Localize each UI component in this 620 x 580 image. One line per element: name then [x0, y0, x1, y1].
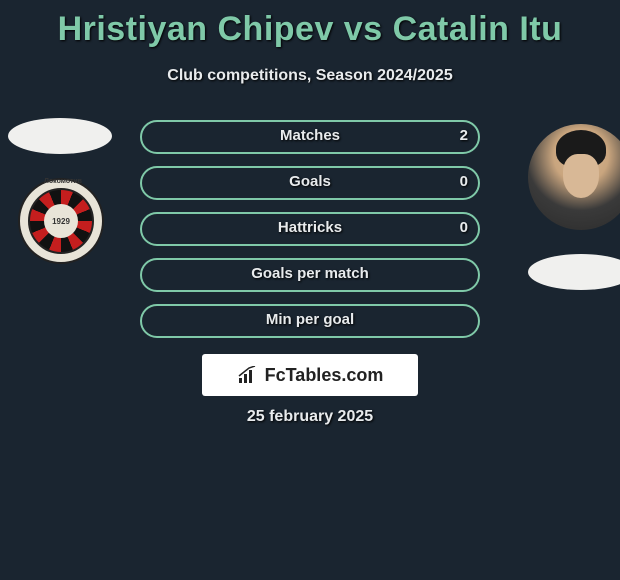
comparison-subtitle: Club competitions, Season 2024/2025 [0, 67, 620, 85]
watermark: FcTables.com [202, 354, 418, 396]
comparison-date: 25 february 2025 [0, 408, 620, 426]
stat-value: 0 [460, 173, 468, 190]
right-player-club-badge-placeholder [528, 254, 620, 290]
right-player-avatar [528, 124, 620, 230]
stat-label: Matches [140, 127, 480, 144]
left-player-avatar-placeholder [8, 118, 112, 154]
stat-row: Min per goal [140, 304, 480, 338]
club-badge-top-text: Локомотив [20, 178, 106, 185]
chart-icon [237, 366, 259, 384]
stat-row: Goals 0 [140, 166, 480, 200]
club-badge-year: 1929 [44, 204, 78, 238]
stat-value: 0 [460, 219, 468, 236]
stats-container: Matches 2 Goals 0 Hattricks 0 Goals per … [140, 120, 480, 350]
comparison-title: Hristiyan Chipev vs Catalin Itu [0, 0, 620, 49]
stat-value: 2 [460, 127, 468, 144]
stat-label: Hattricks [140, 219, 480, 236]
stat-label: Min per goal [140, 311, 480, 328]
watermark-text: FcTables.com [265, 365, 384, 386]
left-player-club-badge: Локомотив 1929 [18, 178, 104, 264]
stat-label: Goals per match [140, 265, 480, 282]
stat-row: Hattricks 0 [140, 212, 480, 246]
stat-row: Matches 2 [140, 120, 480, 154]
stat-label: Goals [140, 173, 480, 190]
stat-row: Goals per match [140, 258, 480, 292]
